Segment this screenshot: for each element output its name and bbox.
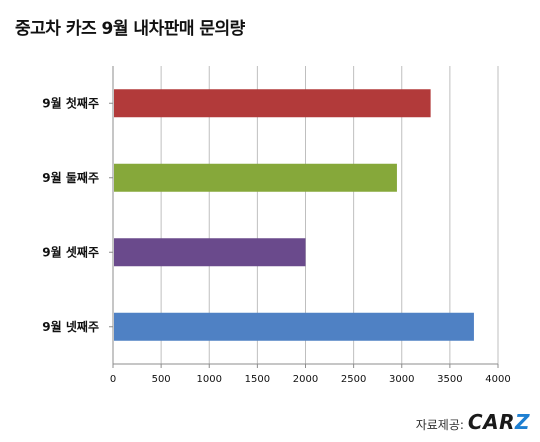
x-tick-label: 2000 [293, 374, 318, 385]
source-label: 자료제공: [415, 418, 464, 432]
x-tick-label: 1500 [245, 374, 270, 385]
source-credit: 자료제공: CARZ [416, 410, 530, 434]
x-tick-label: 3000 [389, 374, 414, 385]
chart-title: 중고차 카즈 9월 내차판매 문의량 [15, 19, 245, 39]
x-tick-label: 4000 [485, 374, 510, 385]
bar [114, 89, 431, 118]
x-tick-label: 500 [152, 374, 171, 385]
bar [114, 238, 306, 267]
x-tick-label: 1000 [197, 374, 222, 385]
bar [114, 163, 397, 192]
category-label: 9월 첫째주 [42, 95, 99, 110]
bar [114, 312, 474, 341]
category-label: 9월 셋째주 [42, 244, 99, 259]
logo-accent-text: Z [514, 410, 530, 434]
x-tick-label: 3500 [437, 374, 462, 385]
x-tick-label: 2500 [341, 374, 366, 385]
carz-logo: CARZ [468, 410, 530, 434]
category-label: 9월 둘째주 [42, 170, 99, 185]
logo-main-text: CAR [467, 410, 515, 434]
category-label: 9월 넷째주 [42, 319, 99, 334]
x-tick-label: 0 [110, 374, 116, 385]
